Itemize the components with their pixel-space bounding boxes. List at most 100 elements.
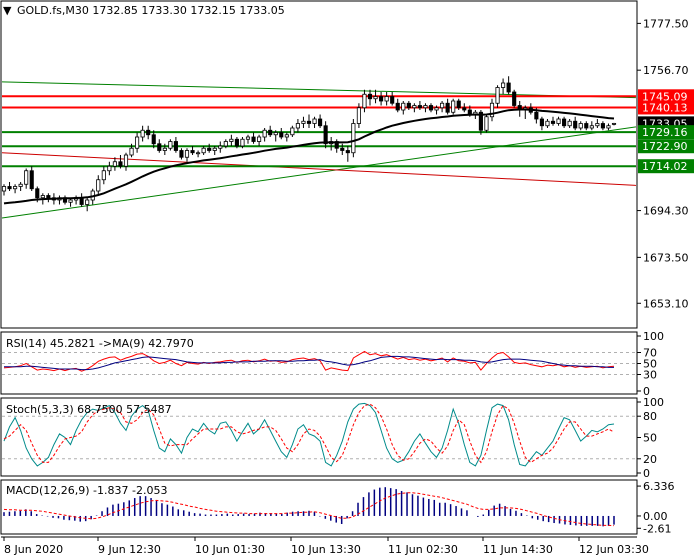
candle [112,157,117,171]
candle-body [412,105,417,109]
time-axis: 8 Jun 2020 9 Jun 12:30 10 Jun 01:30 10 Jun … [1,536,649,556]
candle [611,122,617,126]
candle-body [362,93,367,109]
candle-body [501,82,506,88]
candle-body [606,125,611,129]
candle [245,134,251,144]
candle-body [168,141,173,149]
trend-line-green-channel-top[interactable] [1,81,637,99]
price-tick-label: 1653.10 [643,297,689,310]
candle-body [478,111,483,131]
candle [423,103,428,113]
candle [595,119,600,128]
rsi-title: RSI(14) 45.2821 ->MA(9) 42.7970 [6,337,194,350]
candle-body [567,120,572,127]
candle [306,114,312,128]
candle [295,119,300,133]
candle-body [318,118,323,127]
resistance-price-tag-bg [638,100,694,115]
candle-body [462,107,467,111]
candle [367,89,373,106]
candle [512,89,517,108]
macd-tick-label: 6.336 [643,480,675,493]
candle [584,121,589,131]
candle-body [434,107,439,111]
axis-tick-label: 70 [643,347,657,360]
time-axis-label: 10 Jun 01:30 [195,543,265,556]
candle-body [279,132,284,138]
candle-body [301,120,306,124]
candle-body [7,186,12,190]
candle-body [184,150,190,158]
candle-body [96,179,101,192]
macd-pane[interactable]: 6.336 0.00-2.61 MACD(12,26,9) -1.837 -2.0… [0,479,675,535]
candle [539,116,544,131]
candle-body [290,127,295,136]
candle [428,103,434,113]
rsi-series [3,350,615,372]
time-axis-label: 9 Jun 12:30 [98,543,161,556]
candle-body [495,87,500,104]
candle [406,101,411,110]
candle [96,175,101,196]
candle [107,161,112,176]
candle-body [173,141,178,151]
candle [356,103,361,128]
candle [13,184,18,194]
series-line-0 [3,350,615,372]
series-line-1 [4,355,614,371]
candle [290,125,295,137]
candle [312,116,317,128]
candle [545,119,550,128]
candle [567,119,572,128]
candle-body [390,96,395,104]
candle-body [162,147,167,151]
candle [318,114,323,128]
candle [68,197,73,207]
candle [340,143,345,155]
candle-body [600,123,605,129]
candle [279,128,284,140]
candle [157,139,162,153]
candle [129,143,134,158]
candle [301,116,306,128]
candle [351,119,356,158]
candle [362,89,367,113]
trend-line-green-rising-trend[interactable] [1,126,637,219]
candle-body [589,125,594,129]
candle-body [35,188,40,199]
symbol-title: GOLD.fs,M30 1732.85 1733.30 1732.15 1733… [17,4,285,17]
time-axis-label: 11 Jun 02:30 [388,543,458,556]
macd-axis: 6.336 0.00-2.61 [637,480,675,535]
trend-line-red-falling-trend[interactable] [1,152,637,186]
candle-body [129,147,134,156]
candle [223,139,228,149]
candle-body [196,152,201,155]
candle [7,182,12,191]
candle-body [550,120,556,124]
candle [589,121,594,131]
candle-body [146,129,151,136]
candlestick-series [1,76,617,212]
candle [135,132,140,153]
macd-tick-label: 0.00 [643,510,668,523]
candle-body [24,170,29,185]
axis-tick-label: 100 [643,330,664,343]
candle-body [428,105,434,111]
title-arrow-icon[interactable]: ▼ [3,4,12,17]
candle [162,143,167,155]
candle-body [545,120,550,127]
candle-body [218,145,223,149]
trend-lines[interactable] [1,81,637,219]
candle-body [562,118,567,127]
candle-body [295,123,300,129]
support-price-tag-bg [638,159,694,174]
candle [18,182,23,191]
price-pane[interactable]: 1777.50 1756.70 1694.30 1673.50 1653.10 1745.… [0,0,694,329]
candle-body [68,199,73,203]
candle-body [423,105,428,109]
